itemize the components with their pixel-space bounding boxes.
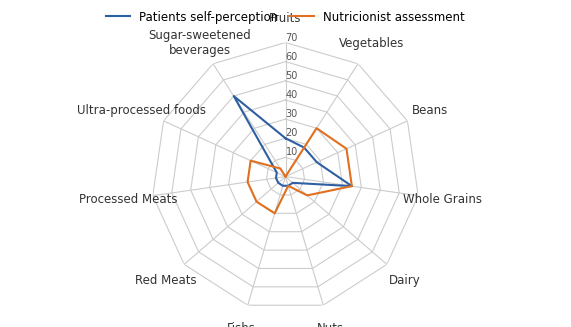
Legend: Patients self-perception, Nutricionist assessment: Patients self-perception, Nutricionist a… xyxy=(101,6,470,28)
